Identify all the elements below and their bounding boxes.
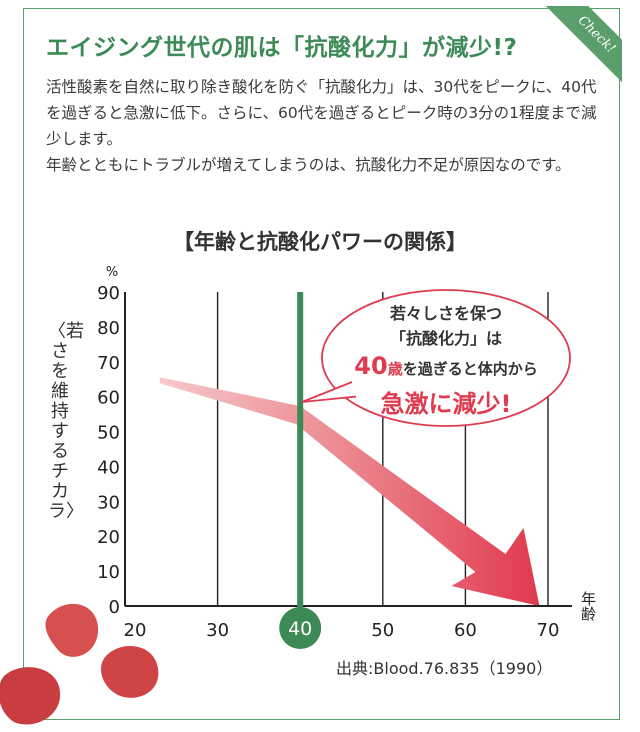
y-tick-label: 30	[97, 492, 120, 513]
callout-pointer-mask	[356, 384, 368, 398]
y-tick-label: 50	[97, 423, 120, 444]
x-tick-label: 70	[537, 620, 560, 641]
rose-petal	[0, 667, 61, 725]
source-citation: 出典:Blood.76.835（1990）	[336, 659, 553, 678]
highlight-badge-label: 40	[288, 618, 312, 640]
y-tick-label: 0	[109, 597, 120, 618]
body-paragraph-1: 活性酸素を自然に取り除き酸化を防ぐ「抗酸化力」は、30代をピークに、40代を過ぎ…	[46, 78, 597, 148]
callout-age-number: 40	[354, 352, 388, 380]
y-tick-label: 40	[97, 457, 120, 478]
page-title: エイジング世代の肌は「抗酸化力」が減少!?	[46, 35, 518, 61]
callout-line-2: 「抗酸化力」は	[389, 329, 502, 348]
y-axis-label: 〈若さを維持するチカラ〉	[48, 321, 84, 522]
callout-age-unit: 歳	[387, 360, 403, 378]
x-tick-label: 30	[206, 620, 229, 641]
callout-line-4: 急激に減少!	[380, 390, 512, 418]
x-tick-label: 60	[454, 620, 477, 641]
callout-line-3-rest: を過ぎると体内から	[402, 360, 538, 378]
y-tick-label: 60	[97, 388, 120, 409]
callout-pointer	[301, 381, 363, 403]
y-tick-label: 20	[97, 527, 120, 548]
chart-title: 【年齢と抗酸化パワーの関係】	[173, 230, 467, 254]
x-tick-label: 50	[371, 620, 394, 641]
body-text: 活性酸素を自然に取り除き酸化を防ぐ「抗酸化力」は、30代をピークに、40代を過ぎ…	[46, 74, 606, 178]
rose-petal	[101, 645, 159, 698]
y-tick-label: 80	[97, 318, 120, 339]
callout-line-1: 若々しさを保つ	[389, 304, 502, 323]
callout-line-3: 40歳を過ぎると体内から	[328, 352, 564, 380]
callout-bubble	[321, 289, 571, 427]
y-tick-label: 10	[97, 562, 120, 583]
rose-petal	[45, 603, 99, 657]
x-tick-label: 20	[124, 620, 147, 641]
x-axis-label: 年齢	[579, 591, 597, 621]
y-tick-label: 70	[97, 353, 120, 374]
body-paragraph-2: 年齢とともにトラブルが増えてしまうのは、抗酸化力不足が原因なのです。	[46, 156, 571, 174]
y-unit-label: %	[106, 265, 118, 280]
y-tick-label: 90	[97, 283, 120, 304]
decline-arrow	[159, 377, 540, 606]
highlight-badge	[279, 607, 322, 649]
